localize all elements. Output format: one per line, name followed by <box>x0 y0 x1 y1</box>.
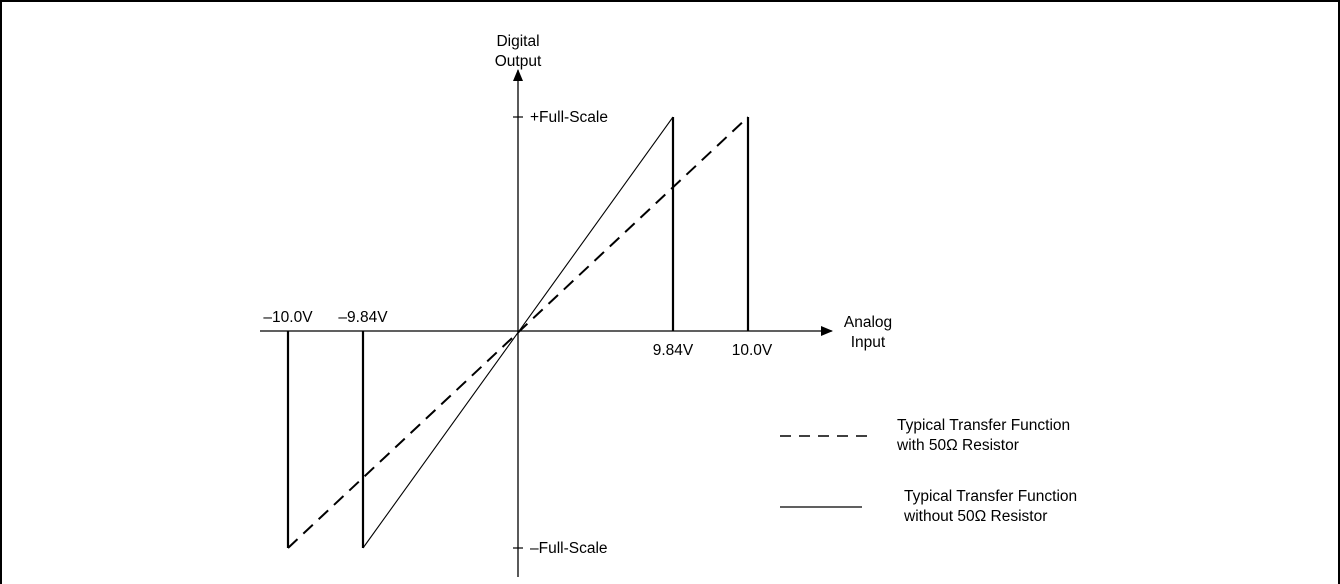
legend-solid-line2: without 50Ω Resistor <box>903 508 1047 525</box>
x-axis-label-line1: Analog <box>844 314 892 331</box>
tick-label-neg-10: –10.0V <box>263 309 313 326</box>
tick-label-pos-10: 10.0V <box>732 342 773 359</box>
tick-label-neg-984: –9.84V <box>338 309 388 326</box>
neg-full-scale-label: –Full-Scale <box>530 540 608 557</box>
legend-dashed-line1: Typical Transfer Function <box>897 417 1070 434</box>
x-axis-label-line2: Input <box>851 334 886 351</box>
legend-solid-line1: Typical Transfer Function <box>904 488 1077 505</box>
y-axis-label-line2: Output <box>495 53 542 70</box>
tick-label-pos-984: 9.84V <box>653 342 694 359</box>
y-axis-label-line1: Digital <box>496 33 539 50</box>
legend-dashed-line2: with 50Ω Resistor <box>896 437 1019 454</box>
solid-transfer-line <box>362 116 674 549</box>
pos-full-scale-label: +Full-Scale <box>530 109 608 126</box>
